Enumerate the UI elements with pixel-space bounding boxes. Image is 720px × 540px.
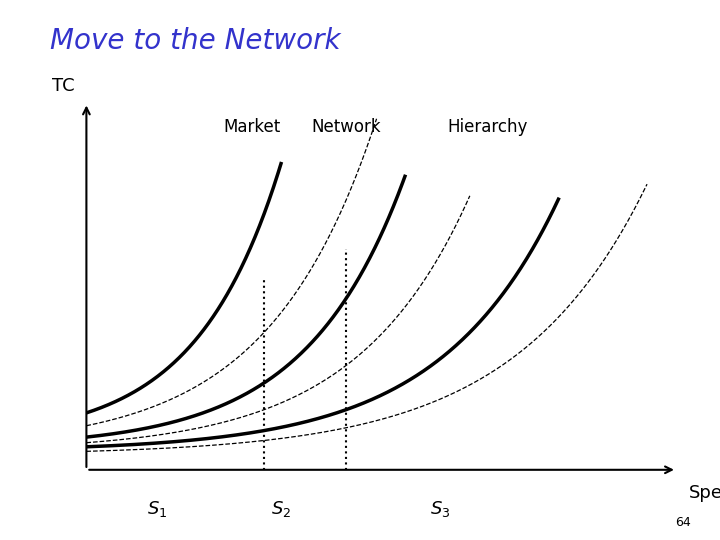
Text: 64: 64 — [675, 516, 691, 529]
Text: Network: Network — [311, 118, 381, 136]
Text: $S_3$: $S_3$ — [431, 499, 451, 519]
Text: $S_1$: $S_1$ — [147, 499, 167, 519]
Text: TC: TC — [52, 77, 75, 95]
Text: Specifity: Specifity — [688, 484, 720, 503]
Text: Hierarchy: Hierarchy — [448, 118, 528, 136]
Text: Move to the Network: Move to the Network — [50, 27, 341, 55]
Text: Market: Market — [223, 118, 280, 136]
Text: $S_2$: $S_2$ — [271, 499, 292, 519]
